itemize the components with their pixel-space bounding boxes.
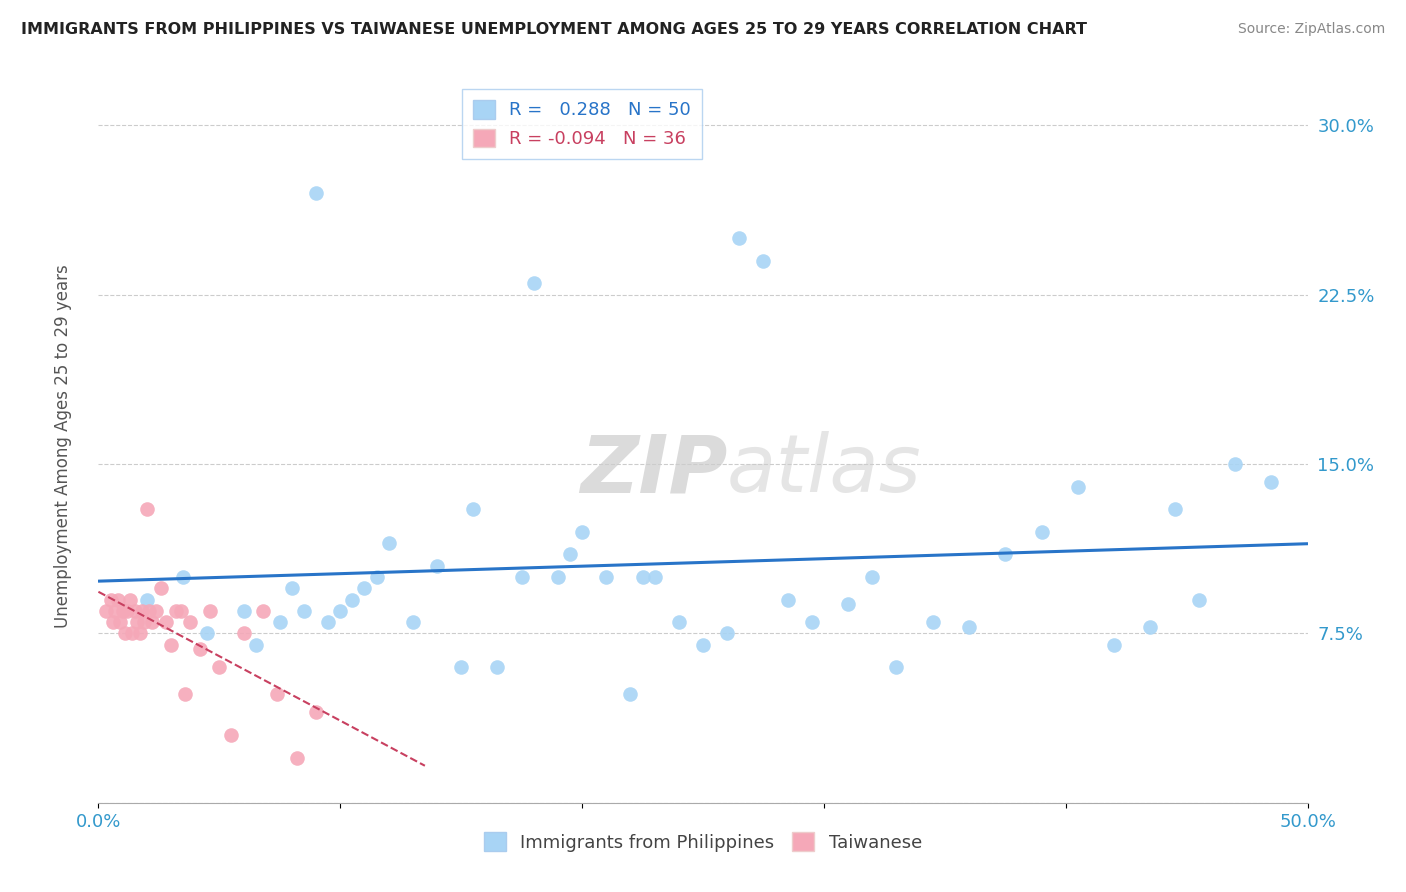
Point	[135, 592, 157, 607]
Point	[402, 615, 425, 630]
Point	[644, 570, 666, 584]
Point	[571, 524, 593, 539]
Point	[232, 626, 254, 640]
Point	[800, 615, 823, 630]
Point	[728, 231, 751, 245]
Point	[353, 582, 375, 596]
Point	[860, 570, 883, 584]
Text: atlas: atlas	[727, 432, 922, 509]
Point	[366, 570, 388, 584]
Point	[127, 615, 149, 630]
Point	[285, 750, 308, 764]
Point	[994, 548, 1017, 562]
Point	[118, 592, 141, 607]
Point	[1102, 638, 1125, 652]
Point	[221, 728, 243, 742]
Text: Unemployment Among Ages 25 to 29 years: Unemployment Among Ages 25 to 29 years	[55, 264, 72, 628]
Point	[252, 604, 274, 618]
Point	[155, 615, 177, 630]
Point	[692, 638, 714, 652]
Point	[510, 570, 533, 584]
Point	[174, 687, 197, 701]
Point	[169, 604, 191, 618]
Point	[172, 570, 194, 584]
Point	[1031, 524, 1053, 539]
Point	[957, 620, 980, 634]
Point	[101, 615, 124, 630]
Point	[558, 548, 581, 562]
Point	[117, 604, 139, 618]
Point	[111, 604, 134, 618]
Point	[195, 626, 218, 640]
Point	[269, 615, 291, 630]
Point	[150, 582, 173, 596]
Point	[776, 592, 799, 607]
Point	[281, 582, 304, 596]
Point	[100, 592, 122, 607]
Point	[145, 604, 167, 618]
Point	[450, 660, 472, 674]
Point	[208, 660, 231, 674]
Point	[131, 604, 153, 618]
Text: ZIP: ZIP	[579, 432, 727, 509]
Point	[107, 592, 129, 607]
Point	[292, 604, 315, 618]
Point	[305, 186, 328, 201]
Point	[1067, 480, 1090, 494]
Point	[547, 570, 569, 584]
Point	[377, 536, 399, 550]
Point	[245, 638, 267, 652]
Point	[595, 570, 617, 584]
Point	[188, 642, 211, 657]
Legend: Immigrants from Philippines, Taiwanese: Immigrants from Philippines, Taiwanese	[477, 825, 929, 859]
Point	[668, 615, 690, 630]
Point	[121, 626, 143, 640]
Point	[94, 604, 117, 618]
Point	[104, 604, 127, 618]
Point	[135, 502, 157, 516]
Point	[631, 570, 654, 584]
Point	[134, 615, 156, 630]
Point	[619, 687, 641, 701]
Point	[1188, 592, 1211, 607]
Point	[1139, 620, 1161, 634]
Point	[316, 615, 339, 630]
Point	[141, 615, 163, 630]
Point	[463, 502, 485, 516]
Point	[128, 626, 150, 640]
Point	[921, 615, 943, 630]
Point	[198, 604, 221, 618]
Point	[114, 626, 136, 640]
Point	[305, 706, 328, 720]
Point	[1223, 457, 1246, 471]
Point	[124, 604, 146, 618]
Point	[108, 615, 131, 630]
Point	[232, 604, 254, 618]
Point	[329, 604, 352, 618]
Point	[1163, 502, 1185, 516]
Point	[179, 615, 201, 630]
Point	[886, 660, 908, 674]
Point	[165, 604, 187, 618]
Point	[752, 253, 775, 268]
Text: Source: ZipAtlas.com: Source: ZipAtlas.com	[1237, 22, 1385, 37]
Point	[837, 597, 859, 611]
Point	[486, 660, 509, 674]
Point	[523, 277, 546, 291]
Point	[160, 638, 183, 652]
Point	[1260, 475, 1282, 490]
Point	[342, 592, 364, 607]
Text: IMMIGRANTS FROM PHILIPPINES VS TAIWANESE UNEMPLOYMENT AMONG AGES 25 TO 29 YEARS : IMMIGRANTS FROM PHILIPPINES VS TAIWANESE…	[21, 22, 1087, 37]
Point	[716, 626, 738, 640]
Point	[426, 558, 449, 573]
Point	[266, 687, 288, 701]
Point	[138, 604, 160, 618]
